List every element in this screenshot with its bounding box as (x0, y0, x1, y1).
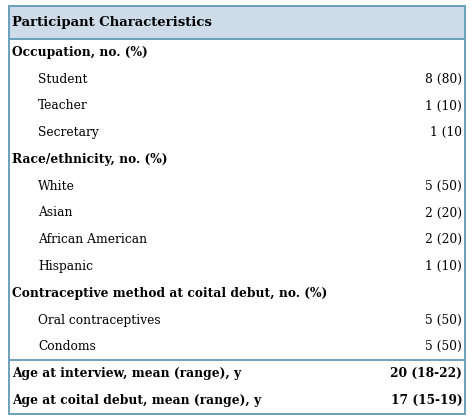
Bar (9, 387, 465, 414)
Bar (9, 307, 465, 333)
Text: African American: African American (38, 233, 147, 246)
Bar (9, 200, 465, 226)
Text: Condoms: Condoms (38, 340, 96, 353)
Bar (9, 146, 465, 173)
Text: Age at coital debut, mean (range), y: Age at coital debut, mean (range), y (12, 394, 261, 407)
Bar (9, 253, 465, 280)
Text: Hispanic: Hispanic (38, 260, 93, 273)
Bar (9, 39, 465, 66)
Text: Race/ethnicity, no. (%): Race/ethnicity, no. (%) (12, 153, 167, 166)
Text: Contraceptive method at coital debut, no. (%): Contraceptive method at coital debut, no… (12, 287, 327, 300)
Bar (9, 92, 465, 119)
Text: 1 (10): 1 (10) (425, 260, 462, 273)
Text: Participant Characteristics: Participant Characteristics (12, 16, 212, 29)
Text: 8 (80): 8 (80) (425, 73, 462, 86)
Text: 1 (10: 1 (10 (430, 126, 462, 139)
Text: 5 (50): 5 (50) (425, 340, 462, 353)
Text: Occupation, no. (%): Occupation, no. (%) (12, 46, 147, 59)
Text: Teacher: Teacher (38, 100, 88, 113)
Text: 5 (50): 5 (50) (425, 314, 462, 326)
Bar (9, 360, 465, 387)
Bar (9, 226, 465, 253)
Text: 20 (18-22): 20 (18-22) (390, 367, 462, 380)
Text: 17 (15-19): 17 (15-19) (391, 394, 462, 407)
Bar (9, 66, 465, 92)
Text: 1 (10): 1 (10) (425, 100, 462, 113)
Bar (9, 333, 465, 360)
Text: Asian: Asian (38, 207, 73, 220)
Text: 2 (20): 2 (20) (425, 207, 462, 220)
Text: 5 (50): 5 (50) (425, 180, 462, 193)
Text: Secretary: Secretary (38, 126, 99, 139)
Text: White: White (38, 180, 75, 193)
Text: Oral contraceptives: Oral contraceptives (38, 314, 161, 326)
Bar (9, 280, 465, 307)
Bar (9, 6, 465, 39)
Bar (9, 173, 465, 200)
Bar (9, 119, 465, 146)
Text: Age at interview, mean (range), y: Age at interview, mean (range), y (12, 367, 241, 380)
Text: Student: Student (38, 73, 87, 86)
Text: 2 (20): 2 (20) (425, 233, 462, 246)
